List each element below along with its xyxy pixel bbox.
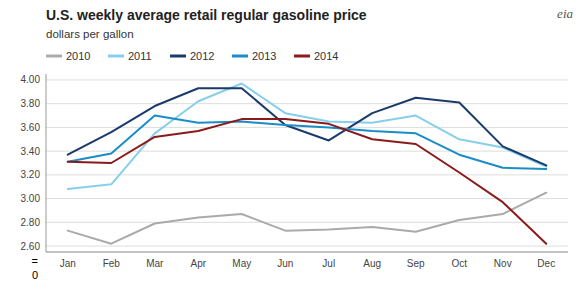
x-tick-label: Sep <box>407 258 425 269</box>
x-tick-label: Nov <box>494 258 512 269</box>
legend-swatch <box>108 55 124 58</box>
grid-line <box>46 222 568 223</box>
series-line <box>68 119 547 244</box>
series-line <box>68 83 547 189</box>
legend-label: 2014 <box>314 50 338 62</box>
y-tick-label: 2.80 <box>21 217 41 228</box>
x-axis-line <box>46 252 568 253</box>
grid-line <box>46 246 568 247</box>
legend-swatch <box>232 55 248 58</box>
legend-swatch <box>294 55 310 58</box>
grid-line <box>46 103 568 104</box>
legend: 2010 2011 2012 2013 2014 <box>46 50 338 62</box>
x-tick-label: Jun <box>277 258 293 269</box>
legend-label: 2012 <box>190 50 214 62</box>
y-tick-label: 3.20 <box>21 169 41 180</box>
logo-text: eia <box>557 6 573 21</box>
legend-label: 2010 <box>66 50 90 62</box>
y-tick-label: 4.00 <box>21 74 41 85</box>
legend-label: 2011 <box>128 50 152 62</box>
x-tick-label: Jan <box>60 258 76 269</box>
x-tick-label: Aug <box>363 258 381 269</box>
y-axis-line <box>46 74 47 252</box>
grid-line <box>46 198 568 199</box>
lines <box>68 83 547 243</box>
y-tick-label: 3.60 <box>21 122 41 133</box>
x-tick-label: Jul <box>322 258 335 269</box>
y-tick-label: 3.40 <box>21 146 41 157</box>
x-tick-label: Dec <box>537 258 555 269</box>
y-tick-label: 2.60 <box>21 241 41 252</box>
legend-label: 2013 <box>252 50 276 62</box>
x-tick-label: Apr <box>190 258 206 269</box>
grid-line <box>46 151 568 152</box>
x-tick-label: Feb <box>103 258 121 269</box>
grid <box>46 80 568 246</box>
grid-line <box>46 174 568 175</box>
series-line <box>68 116 547 169</box>
axis-break-marker: = <box>32 255 38 267</box>
chart: U.S. weekly average retail regular gasol… <box>0 0 583 293</box>
y-tick-label: 3.80 <box>21 98 41 109</box>
subtitle: dollars per gallon <box>46 28 134 40</box>
legend-swatch <box>170 55 186 58</box>
y-tick-label: 3.00 <box>21 193 41 204</box>
series-line <box>68 193 547 244</box>
x-tick-label: Oct <box>451 258 467 269</box>
axis-break-zero: 0 <box>32 269 38 281</box>
title: U.S. weekly average retail regular gasol… <box>46 7 367 23</box>
x-tick-label: May <box>232 258 251 269</box>
grid-line <box>46 79 568 80</box>
legend-swatch <box>46 55 62 58</box>
x-tick-label: Mar <box>146 258 164 269</box>
